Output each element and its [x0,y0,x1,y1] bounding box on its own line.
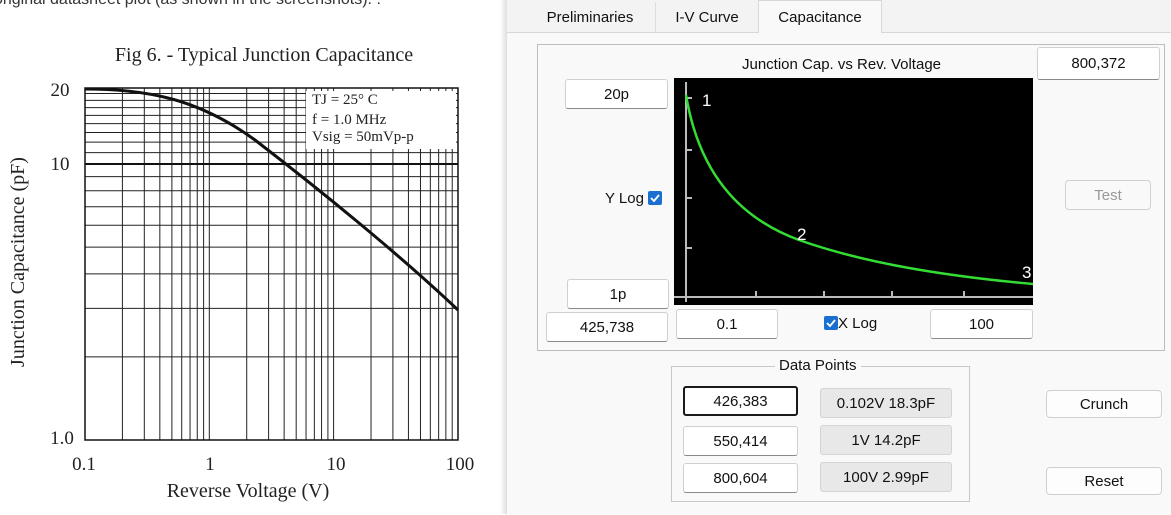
plot-canvas[interactable]: 1 2 3 [674,78,1033,305]
plot-frame [84,87,459,441]
plot-title: Junction Cap. vs Rev. Voltage [742,56,941,73]
y-tick-label: 1.0 [50,428,74,449]
checkbox[interactable] [648,191,663,205]
datasheet-panel: original datasheet plot (as shown in the… [0,0,506,514]
y-max-input[interactable]: 20p [565,79,668,109]
cursor-position: 800,372 [1037,47,1160,80]
x-log-label: X Log [838,315,878,332]
point-label: 3 [1022,263,1031,282]
point-value[interactable]: 1V 14.2pF [820,425,952,455]
point-position[interactable]: 800,604 [683,463,798,493]
x-max-input[interactable]: 100 [930,309,1033,339]
x-tick-label: 100 [446,454,475,475]
x-log-checkbox[interactable]: X Log [824,315,877,332]
y-log-checkbox[interactable]: Y Log [605,190,663,207]
condition: Vsig = 50mVp-p [312,129,414,145]
point-label: 2 [797,225,806,244]
group-title: Data Points [775,357,861,374]
point-label: 1 [702,91,711,110]
x-min-input[interactable]: 0.1 [676,309,778,339]
capacitance-curve [84,87,460,312]
condition: TJ = 25° C [312,92,378,108]
datasheet-chart: Fig 6. - Typical Junction Capacitance TJ… [7,44,475,502]
y-axis-label: Junction Capacitance (pF) [7,157,29,367]
check-icon [650,194,660,203]
x-tick-label: 1 [205,454,215,475]
tab[interactable]: I-V Curve [655,2,758,32]
y-min-input[interactable]: 1p [567,279,669,309]
condition: f = 1.0 MHz [312,112,387,128]
fit-curve [684,94,1033,286]
point-value[interactable]: 100V 2.99pF [820,462,952,492]
x-tick-label: 10 [327,454,346,475]
app-window: Preliminaries I-V Curve Capacitance Junc… [507,0,1171,515]
point-position[interactable]: 426,383 [683,386,798,416]
tab-active[interactable]: Capacitance [758,0,882,33]
reset-button[interactable]: Reset [1046,467,1162,495]
x-axis-label: Reverse Voltage (V) [167,480,330,502]
point-value[interactable]: 0.102V 18.3pF [820,388,952,418]
point-position[interactable]: 550,414 [683,426,798,456]
window-shadow [500,0,508,514]
plot-group [537,44,1165,351]
y-tick-label: 20 [51,80,70,101]
test-button[interactable]: Test [1065,180,1151,210]
check-icon [826,319,836,328]
x-tick-label: 0.1 [72,454,96,475]
figure-title: Fig 6. - Typical Junction Capacitance [115,44,413,66]
tab[interactable]: Preliminaries [546,8,634,26]
y-log-label: Y Log [605,190,644,207]
conditions-box [306,91,456,149]
mouse-position: 425,738 [546,312,668,342]
plot-axes [674,82,1033,302]
crunch-button[interactable]: Crunch [1046,390,1162,418]
caption: original datasheet plot (as shown in the… [0,0,381,9]
y-tick-label: 10 [51,154,70,175]
checkbox[interactable] [824,316,838,330]
